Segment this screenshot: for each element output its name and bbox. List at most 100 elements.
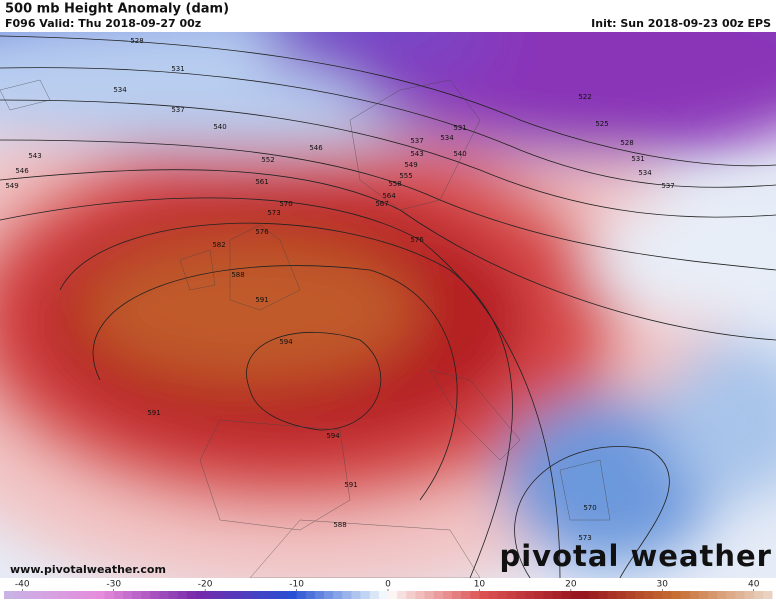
contour-label: 591: [255, 296, 268, 304]
colorbar-tick-label: 0: [385, 580, 391, 590]
colorbar-swatch: [269, 591, 279, 599]
colorbar-swatch: [250, 591, 261, 599]
colorbar-swatch: [58, 591, 69, 599]
colorbar-swatch: [570, 591, 581, 599]
contour-label: 531: [631, 155, 644, 163]
colorbar-swatch: [104, 591, 115, 599]
contour-label: 525: [595, 120, 608, 128]
colorbar-swatch: [506, 591, 517, 599]
contour-label: 540: [213, 123, 226, 131]
colorbar-swatch: [598, 591, 608, 599]
colorbar-swatch: [342, 591, 352, 599]
colorbar-swatch: [561, 591, 572, 599]
colorbar-tick-label: -30: [106, 580, 121, 590]
colorbar-tick-label: 30: [657, 580, 669, 590]
colorbar-tick-label: -20: [198, 580, 213, 590]
contour-label: 546: [15, 167, 29, 175]
colorbar-swatch: [324, 591, 334, 599]
colorbar-swatch: [68, 591, 78, 599]
colorbar-swatch: [278, 591, 288, 599]
colorbar-swatch: [22, 591, 32, 599]
contour-label: 555: [399, 172, 412, 180]
colorbar-swatch: [662, 591, 672, 599]
contour-label: 537: [410, 137, 423, 145]
colorbar-swatch: [689, 591, 700, 599]
colorbar-tick-label: 40: [748, 580, 760, 590]
colorbar-swatch: [150, 591, 160, 599]
contour-label: 594: [279, 338, 293, 346]
contour-label: 567: [375, 200, 388, 208]
contour-label: 537: [171, 106, 184, 114]
contour-label: 573: [267, 209, 280, 217]
colorbar-swatch: [86, 591, 96, 599]
colorbar-swatch: [159, 591, 170, 599]
colorbar-swatch: [552, 591, 563, 599]
contour-labels: 5285315345375405435465495465525615705735…: [5, 37, 674, 542]
colorbar-swatch: [397, 591, 407, 599]
contour-label: 552: [261, 156, 274, 164]
map-title: 500 mb Height Anomaly (dam): [5, 2, 229, 17]
colorbar-swatch: [415, 591, 426, 599]
colorbar-swatch: [360, 591, 371, 599]
contour-label: 531: [453, 124, 466, 132]
colorbar-swatch: [214, 591, 224, 599]
colorbar-swatch: [717, 591, 727, 599]
colorbar-swatch: [516, 591, 526, 599]
colorbar-swatch: [424, 591, 435, 599]
colorbar-swatch: [351, 591, 362, 599]
colorbar-swatch: [735, 591, 746, 599]
contour-label: 522: [578, 93, 591, 101]
contour-label: 576: [255, 228, 269, 236]
colorbar-swatch: [241, 591, 252, 599]
colorbar-tick-label: 10: [474, 580, 486, 590]
colorbar-swatch: [205, 591, 215, 599]
colorbar-swatch: [525, 591, 535, 599]
colorbar-swatch: [680, 591, 691, 599]
colorbar-swatch: [470, 591, 480, 599]
contour-label: 543: [410, 150, 423, 158]
colorbar-swatch: [4, 591, 14, 599]
colorbar-swatch: [287, 591, 298, 599]
contour-label: 570: [583, 504, 596, 512]
colorbar-swatch: [141, 591, 151, 599]
contour-label: 564: [382, 192, 396, 200]
contour-label: 573: [578, 534, 591, 542]
colorbar-swatch: [196, 591, 206, 599]
colorbar-tick-label: 20: [565, 580, 577, 590]
colorbar-swatch: [452, 591, 462, 599]
colorbar-swatch: [634, 591, 645, 599]
colorbar-swatch: [232, 591, 243, 599]
colorbar-swatch: [461, 591, 471, 599]
colorbar: -40 -30 -20 -10 0 10 20 30 40: [4, 580, 773, 599]
colorbar-swatch: [580, 591, 590, 599]
colorbar-swatch: [698, 591, 709, 599]
contour-label: 558: [388, 180, 401, 188]
colorbar-swatch: [625, 591, 636, 599]
colorbar-swatch: [305, 591, 316, 599]
contour-label: 561: [255, 178, 268, 186]
contour-label: 591: [344, 481, 357, 489]
colorbar-swatch: [406, 591, 416, 599]
contour-label: 534: [638, 169, 652, 177]
coastlines: [0, 79, 611, 578]
colorbar-swatch: [744, 591, 755, 599]
contour-label: 546: [309, 144, 323, 152]
colorbar-swatch: [378, 591, 389, 599]
colorbar-swatch: [589, 591, 599, 599]
contour-label: 534: [440, 134, 454, 142]
colorbar-swatch: [726, 591, 736, 599]
contour-label: 537: [661, 182, 674, 190]
colorbar-swatch: [369, 591, 380, 599]
colorbar-swatch: [433, 591, 444, 599]
contour-label: 528: [620, 139, 633, 147]
colorbar-swatch: [442, 591, 453, 599]
colorbar-swatch: [13, 591, 23, 599]
contour-label: 588: [333, 521, 346, 529]
colorbar-swatch: [40, 591, 51, 599]
colorbar-swatch: [497, 591, 508, 599]
colorbar-swatch: [543, 591, 554, 599]
colorbar-swatch: [122, 591, 133, 599]
